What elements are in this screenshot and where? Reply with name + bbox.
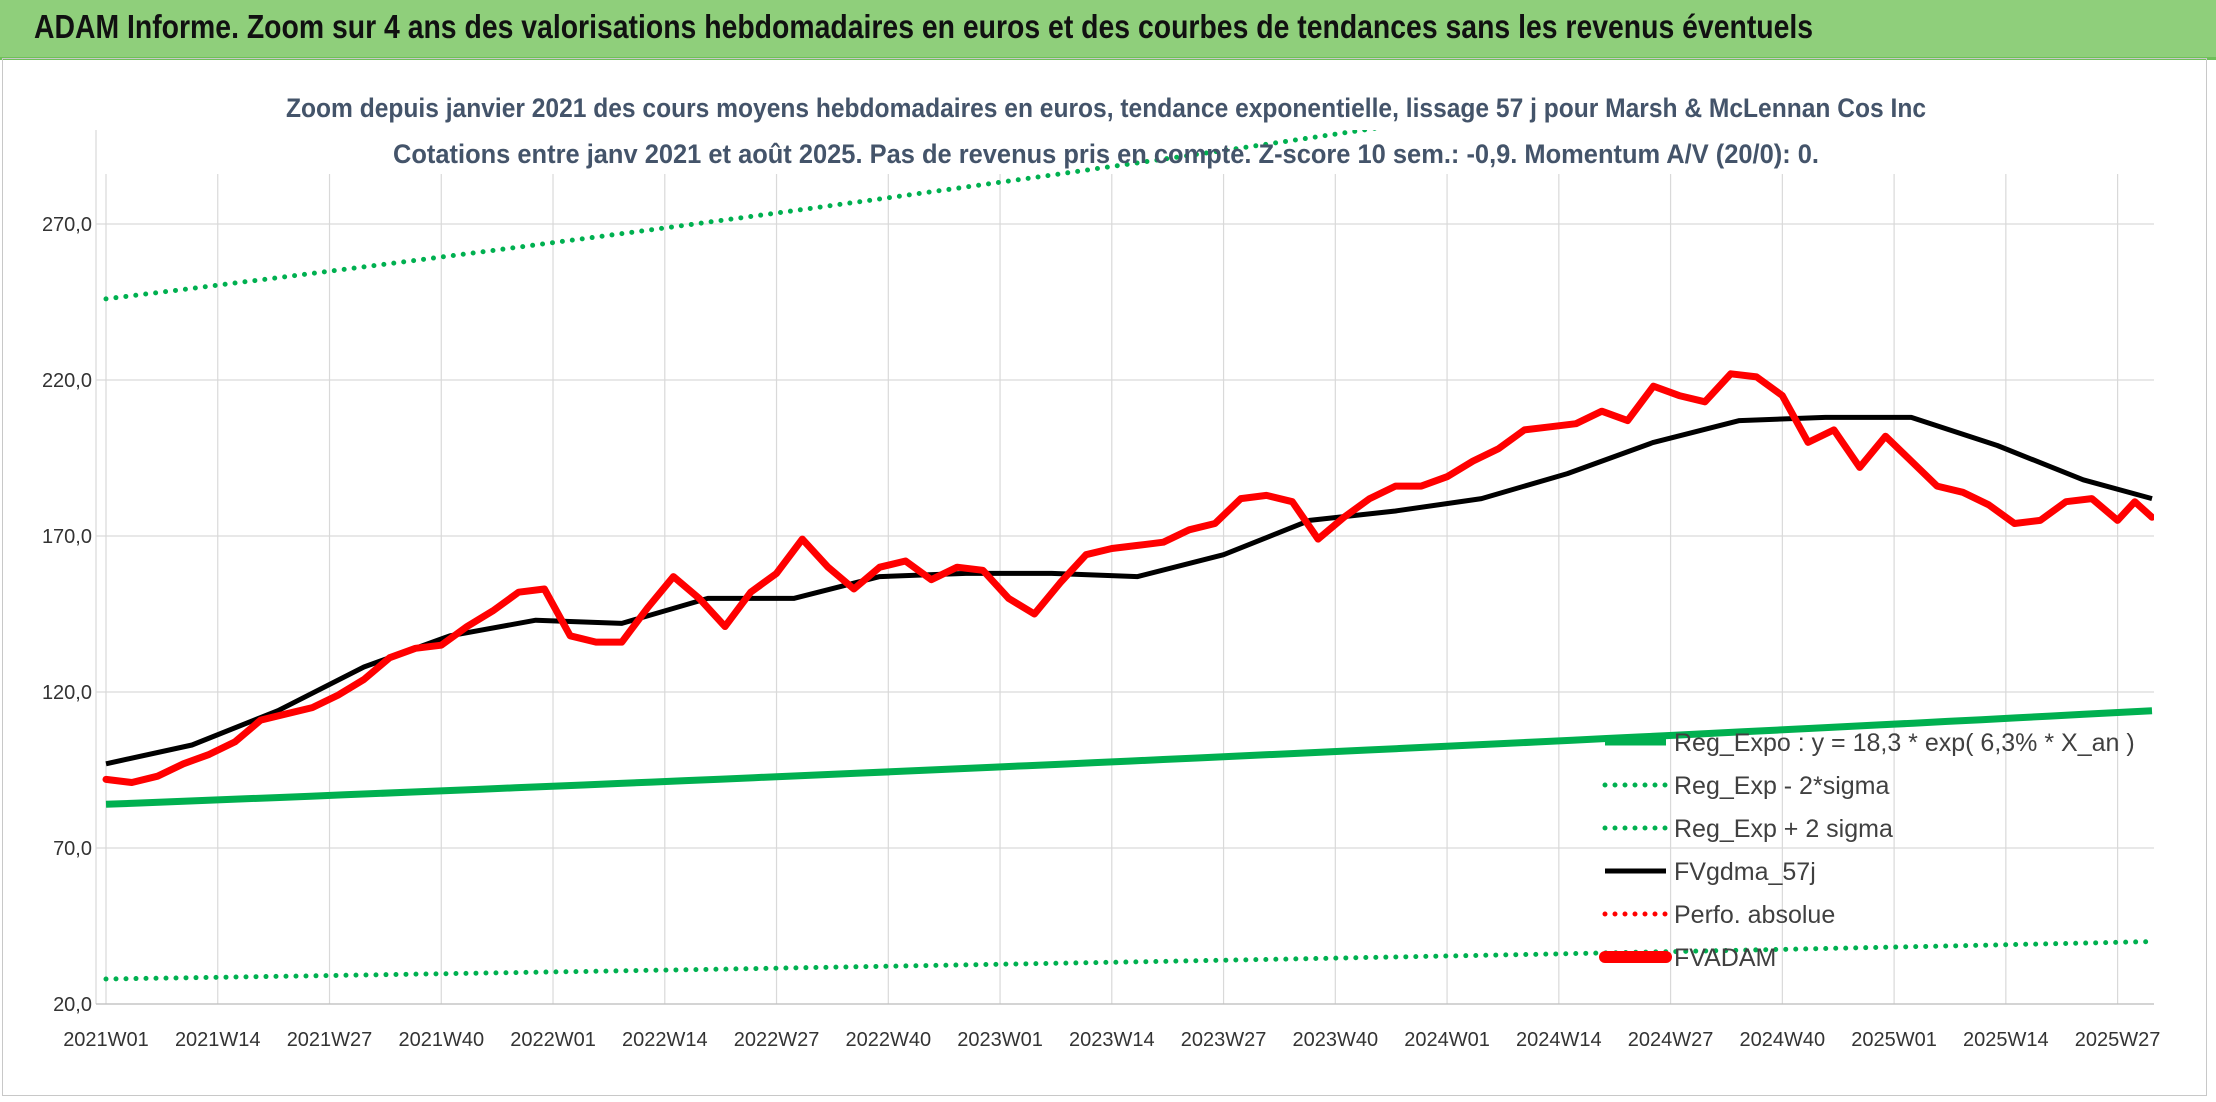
- x-tick-label: 2025W27: [2075, 1029, 2161, 1051]
- y-tick-label: 220,0: [42, 370, 92, 392]
- legend-label-fvadam: FVADAM: [1674, 944, 1776, 972]
- x-tick-label: 2024W40: [1740, 1029, 1826, 1051]
- series-line-reg-exp-2-sigma: [103, 130, 1381, 302]
- y-tick-label: 70,0: [53, 838, 92, 860]
- legend-label-fvgdma-57j: FVgdma_57j: [1674, 858, 1816, 886]
- y-tick-label: 20,0: [53, 994, 92, 1016]
- y-tick-label: 270,0: [42, 214, 92, 236]
- x-tick-label: 2021W40: [398, 1029, 484, 1051]
- page-title: ADAM Informe. Zoom sur 4 ans des valoris…: [34, 8, 1814, 45]
- x-tick-label: 2021W14: [175, 1029, 261, 1051]
- x-tick-label: 2024W27: [1628, 1029, 1714, 1051]
- legend-label-reg-exp-2-sigma: Reg_Exp + 2 sigma: [1674, 815, 1893, 843]
- legend-label-reg-expo-y-18-3-exp-6-3-x-an: Reg_Expo : y = 18,3 * exp( 6,3% * X_an ): [1674, 729, 2135, 757]
- x-tick-label: 2023W40: [1293, 1029, 1379, 1051]
- x-tick-label: 2023W01: [957, 1029, 1043, 1051]
- legend-label-perfo-absolue: Perfo. absolue: [1674, 901, 1835, 929]
- chart-frame: [2, 58, 2207, 1096]
- x-tick-label: 2024W14: [1516, 1029, 1602, 1051]
- y-tick-label: 120,0: [42, 682, 92, 704]
- x-tick-label: 2025W14: [1963, 1029, 2049, 1051]
- x-tick-label: 2022W27: [734, 1029, 820, 1051]
- x-tick-label: 2022W01: [510, 1029, 596, 1051]
- x-tick-label: 2025W01: [1851, 1029, 1937, 1051]
- series-line-fvgdma-57j: [105, 414, 2153, 767]
- y-tick-label: 170,0: [42, 526, 92, 548]
- x-tick-label: 2021W27: [287, 1029, 373, 1051]
- x-tick-label: 2022W40: [845, 1029, 931, 1051]
- x-tick-label: 2021W01: [63, 1029, 149, 1051]
- x-tick-label: 2024W01: [1404, 1029, 1490, 1051]
- series-line-reg-exp-2-sigma: [103, 939, 2154, 982]
- series-line-fvadam: [102, 370, 2154, 786]
- series-line-reg-expo-y-18-3-exp-6-3-x-an: [105, 707, 2153, 808]
- legend-label-reg-exp-2-sigma: Reg_Exp - 2*sigma: [1674, 772, 1889, 800]
- x-tick-label: 2023W27: [1181, 1029, 1267, 1051]
- chart-title: Zoom depuis janvier 2021 des cours moyen…: [286, 93, 1926, 123]
- x-tick-label: 2023W14: [1069, 1029, 1155, 1051]
- x-tick-label: 2022W14: [622, 1029, 708, 1051]
- chart-subtitle: Cotations entre janv 2021 et août 2025. …: [393, 139, 1819, 169]
